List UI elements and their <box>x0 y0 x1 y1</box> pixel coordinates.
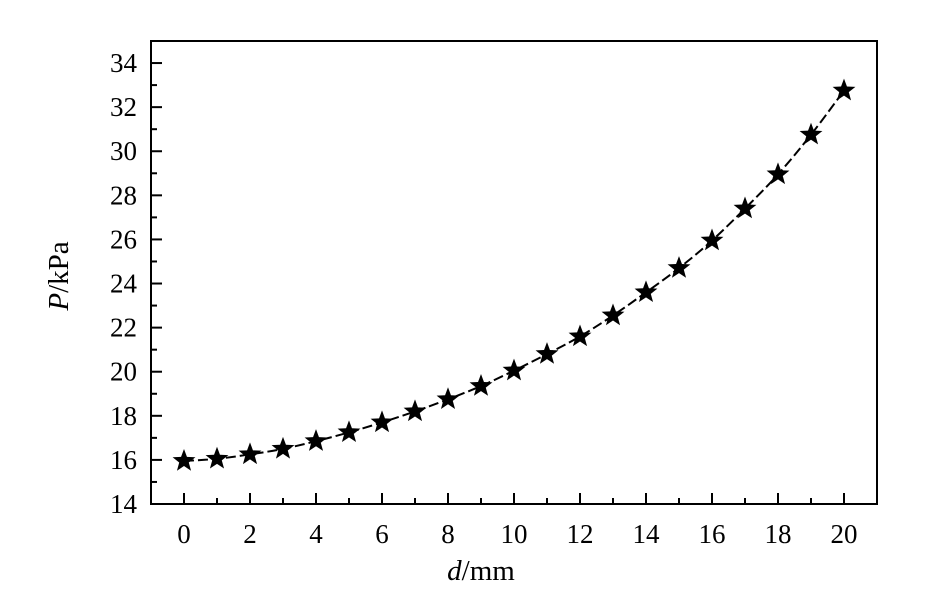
y-tick-label: 34 <box>110 48 138 78</box>
data-point-star <box>469 374 493 396</box>
x-tick-label: 6 <box>375 519 389 549</box>
x-tick-label: 2 <box>243 519 257 549</box>
data-point-star <box>535 342 559 364</box>
y-tick-label: 26 <box>110 224 137 254</box>
data-point-star <box>403 399 427 422</box>
x-tick-label: 12 <box>567 519 594 549</box>
data-point-star <box>634 280 658 303</box>
y-tick-label: 22 <box>110 313 137 343</box>
data-point-star <box>799 122 823 145</box>
y-tick-label: 18 <box>110 401 137 431</box>
data-point-star <box>733 196 757 219</box>
x-tick-label: 14 <box>633 519 661 549</box>
data-point-star <box>205 446 229 469</box>
data-point-star <box>304 429 328 451</box>
data-point-star <box>601 303 625 326</box>
data-point-star <box>766 162 790 185</box>
x-axis-ticks: 0 2 4 6 8 10 12 14 16 18 20 <box>150 493 878 549</box>
data-point-star <box>502 358 526 381</box>
data-point-star <box>337 420 361 443</box>
data-point-star <box>436 387 460 409</box>
y-tick-label: 24 <box>110 269 138 299</box>
y-tick-label: 14 <box>110 489 138 519</box>
plot-frame <box>150 40 878 505</box>
x-tick-label: 8 <box>441 519 455 549</box>
x-tick-label: 16 <box>699 519 726 549</box>
data-point-star <box>238 442 262 465</box>
data-point-star <box>370 410 394 433</box>
data-point-star <box>667 256 691 278</box>
y-tick-label: 28 <box>110 180 137 210</box>
x-tick-label: 10 <box>501 519 528 549</box>
data-point-star <box>172 449 196 471</box>
data-point-star <box>700 228 724 251</box>
x-tick-label: 0 <box>177 519 191 549</box>
y-axis-ticks: 14 16 18 20 22 24 26 28 30 32 34 <box>110 40 162 519</box>
y-tick-label: 20 <box>110 357 137 387</box>
x-tick-label: 4 <box>309 519 323 549</box>
x-axis-label: d/mm <box>447 555 515 587</box>
x-tick-label: 20 <box>831 519 858 549</box>
data-point-star <box>568 324 592 347</box>
y-tick-label: 32 <box>110 92 137 122</box>
data-point-star <box>271 436 295 459</box>
y-axis-label: P/kPa <box>43 241 75 311</box>
y-tick-label: 16 <box>110 445 137 475</box>
series-markers <box>172 78 856 471</box>
y-tick-label: 30 <box>110 136 137 166</box>
series-line <box>183 90 845 463</box>
data-point-star <box>832 78 856 101</box>
x-tick-label: 18 <box>765 519 792 549</box>
